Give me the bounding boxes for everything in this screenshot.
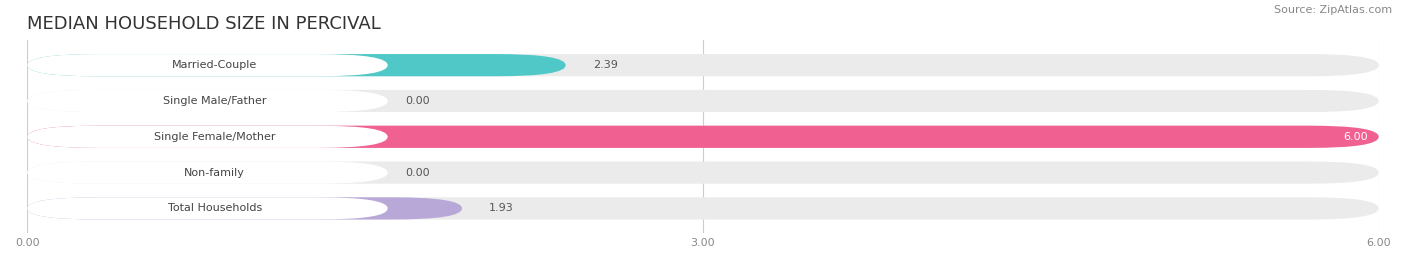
Text: 6.00: 6.00 — [1343, 132, 1368, 142]
Text: Non-family: Non-family — [184, 168, 245, 178]
Text: Married-Couple: Married-Couple — [172, 60, 257, 70]
FancyBboxPatch shape — [27, 126, 1379, 148]
FancyBboxPatch shape — [27, 54, 565, 76]
Text: MEDIAN HOUSEHOLD SIZE IN PERCIVAL: MEDIAN HOUSEHOLD SIZE IN PERCIVAL — [27, 15, 381, 33]
Text: Single Female/Mother: Single Female/Mother — [153, 132, 276, 142]
Text: 2.39: 2.39 — [593, 60, 617, 70]
FancyBboxPatch shape — [27, 197, 388, 219]
FancyBboxPatch shape — [27, 197, 463, 219]
Text: 0.00: 0.00 — [406, 96, 430, 106]
Text: Single Male/Father: Single Male/Father — [163, 96, 267, 106]
Text: 0.00: 0.00 — [406, 168, 430, 178]
Text: 1.93: 1.93 — [489, 203, 513, 213]
FancyBboxPatch shape — [27, 126, 1379, 148]
Text: Total Households: Total Households — [167, 203, 262, 213]
FancyBboxPatch shape — [27, 162, 388, 184]
FancyBboxPatch shape — [27, 54, 388, 76]
FancyBboxPatch shape — [27, 162, 1379, 184]
FancyBboxPatch shape — [27, 126, 388, 148]
FancyBboxPatch shape — [27, 90, 388, 112]
FancyBboxPatch shape — [27, 197, 1379, 219]
Text: Source: ZipAtlas.com: Source: ZipAtlas.com — [1274, 5, 1392, 15]
FancyBboxPatch shape — [27, 90, 1379, 112]
FancyBboxPatch shape — [27, 54, 1379, 76]
